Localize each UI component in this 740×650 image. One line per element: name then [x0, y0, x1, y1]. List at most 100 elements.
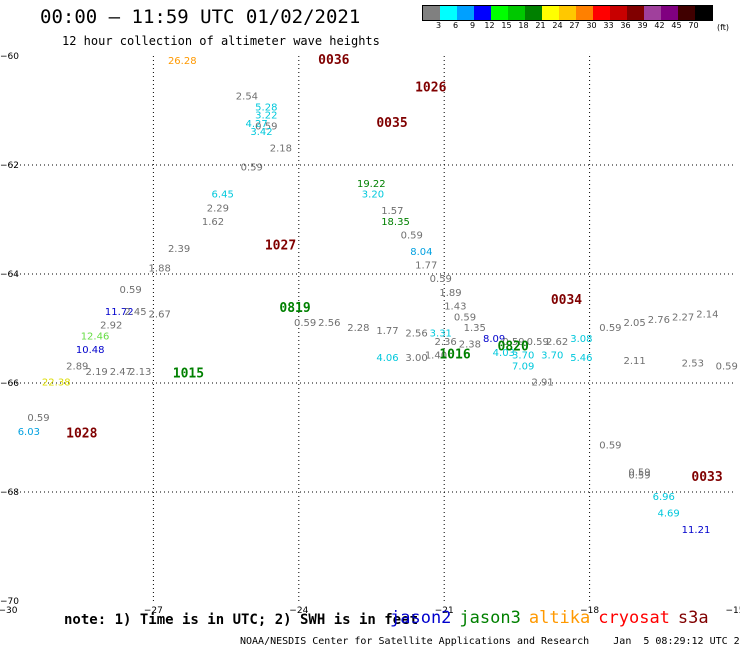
legend-swatch-label: 42 — [654, 21, 665, 30]
wave-height-point: 12.46 — [81, 331, 110, 342]
chart-title: 00:00 – 11:59 UTC 01/02/2021 — [40, 6, 361, 28]
pass-time-label: 1016 — [439, 347, 470, 362]
legend-swatch — [695, 6, 712, 20]
x-tick-label: −27 — [144, 606, 163, 616]
legend-swatch — [508, 6, 525, 20]
pass-time-label: 0036 — [318, 53, 349, 68]
wave-height-point: 0.59 — [502, 337, 524, 348]
wave-height-point: 2.27 — [672, 312, 694, 323]
wave-height-point: 6.45 — [212, 190, 234, 201]
wave-height-point: 0.59 — [599, 323, 621, 334]
legend-swatch-label: 70 — [688, 21, 699, 30]
wave-height-point: 3.20 — [362, 190, 384, 201]
wave-height-point: 0.59 — [294, 318, 316, 329]
x-tick-label: −30 — [0, 606, 18, 616]
wave-height-point: 2.19 — [86, 367, 108, 378]
wave-height-point: 3.70 — [541, 350, 563, 361]
pass-time-label: 1028 — [66, 427, 97, 442]
y-tick-label: −62 — [0, 161, 19, 171]
legend-swatch-label: 9 — [469, 21, 476, 30]
legend-swatch — [576, 6, 593, 20]
wave-height-point: 0.59 — [599, 440, 621, 451]
wave-height-point: 2.45 — [124, 307, 146, 318]
legend-swatch — [678, 6, 695, 20]
wave-height-point: 0.59 — [255, 122, 277, 133]
pass-time-label: 0820 — [498, 339, 529, 354]
legend-swatch — [661, 6, 678, 20]
y-tick-label: −70 — [0, 597, 19, 607]
satellite-cryosat: cryosat — [598, 608, 670, 628]
legend-swatch-label: 39 — [637, 21, 648, 30]
legend-swatch-label: 30 — [586, 21, 597, 30]
wave-height-point: 11.21 — [682, 525, 711, 536]
legend-swatches — [422, 5, 713, 21]
wave-height-point: 22.38 — [42, 378, 71, 389]
wave-height-point: 18.35 — [381, 217, 410, 228]
wave-height-point: 1.62 — [202, 217, 224, 228]
wave-height-point: 19.22 — [357, 179, 386, 190]
wave-height-point: 0.59 — [119, 285, 141, 296]
wave-height-point: 7.09 — [512, 361, 534, 372]
wave-height-point: 2.47 — [110, 367, 132, 378]
wave-height-point: 0.59 — [430, 274, 452, 285]
wave-height-point: 11.72 — [105, 307, 134, 318]
wave-height-point: 2.76 — [648, 315, 670, 326]
legend-swatch-label: 6 — [452, 21, 459, 30]
legend-swatch-label: 27 — [569, 21, 580, 30]
satellite-jason2: jason2 — [390, 608, 452, 628]
wave-height-point: 2.28 — [347, 323, 369, 334]
wave-height-point: 2.18 — [270, 143, 292, 154]
wave-height-point: 0.59 — [527, 337, 549, 348]
wave-height-point: 0.59 — [716, 361, 738, 372]
legend-swatch — [474, 6, 491, 20]
wave-height-point: 0.59 — [454, 312, 476, 323]
pass-time-label: 0034 — [551, 293, 582, 308]
y-tick-label: −66 — [0, 379, 19, 389]
wave-height-point: 1.77 — [376, 326, 398, 337]
wave-height-point: 2.56 — [318, 318, 340, 329]
legend-swatch-label: 21 — [535, 21, 546, 30]
footer-credit: NOAA/NESDIS Center for Satellite Applica… — [240, 636, 740, 647]
wave-height-point: 2.39 — [168, 244, 190, 255]
footer-note: note: 1) Time is in UTC; 2) SWH is in fe… — [64, 612, 419, 628]
wave-height-point: 1.88 — [149, 263, 171, 274]
legend-swatch-label: 18 — [518, 21, 529, 30]
pass-time-label: 0819 — [279, 301, 310, 316]
wave-height-point: 3.42 — [250, 127, 272, 138]
legend-swatch — [593, 6, 610, 20]
legend-swatch — [542, 6, 559, 20]
legend-swatch-label: 3 — [435, 21, 442, 30]
pass-time-label: 1015 — [173, 367, 204, 382]
wave-height-point: 5.46 — [570, 353, 592, 364]
wave-height-point: 6.03 — [18, 427, 40, 438]
legend-swatch — [644, 6, 661, 20]
x-tick-label: −15 — [726, 606, 740, 616]
x-tick-label: −21 — [435, 606, 454, 616]
wave-height-point: 2.38 — [459, 340, 481, 351]
wave-height-point: 1.43 — [444, 301, 466, 312]
legend-swatch — [525, 6, 542, 20]
legend-swatch — [423, 6, 440, 20]
color-legend: 3 6 9 12 15 18 21 24 27 30 33 36 39 42 45 70 (ft) — [422, 5, 729, 32]
legend-swatch — [491, 6, 508, 20]
wave-height-point: 2.92 — [100, 321, 122, 332]
legend-swatch — [457, 6, 474, 20]
satellite-legend: jason2 jason3 altika cryosat s3a — [390, 608, 717, 628]
wave-height-point: 0.59 — [401, 231, 423, 242]
wave-height-point: 2.54 — [236, 92, 258, 103]
wave-height-point: 3.31 — [430, 329, 452, 340]
wave-height-point: 3.00 — [405, 353, 427, 364]
y-tick-label: −68 — [0, 488, 19, 498]
wave-height-point: 2.91 — [531, 378, 553, 389]
wave-height-point: 0.59 — [628, 470, 650, 481]
pass-time-label: 1027 — [265, 238, 296, 253]
wave-height-point: 2.56 — [405, 329, 427, 340]
pass-time-label: 0035 — [376, 116, 407, 131]
wave-height-point: 2.29 — [207, 203, 229, 214]
pass-time-label: 1026 — [415, 80, 446, 95]
wave-height-point: 8.09 — [483, 334, 505, 345]
y-tick-label: −60 — [0, 52, 19, 62]
legend-labels: 3 6 9 12 15 18 21 24 27 30 33 36 39 42 45 70 — [422, 21, 713, 30]
wave-height-point: 0.59 — [241, 162, 263, 173]
